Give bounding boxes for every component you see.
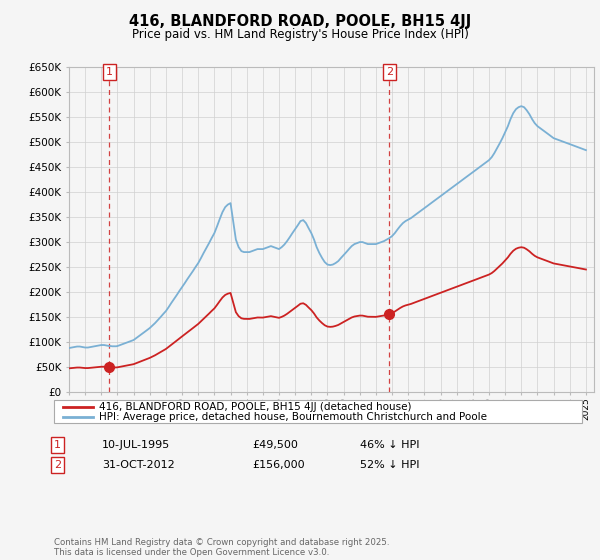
- Text: Contains HM Land Registry data © Crown copyright and database right 2025.
This d: Contains HM Land Registry data © Crown c…: [54, 538, 389, 557]
- Text: HPI: Average price, detached house, Bournemouth Christchurch and Poole: HPI: Average price, detached house, Bour…: [99, 412, 487, 422]
- Text: 416, BLANDFORD ROAD, POOLE, BH15 4JJ: 416, BLANDFORD ROAD, POOLE, BH15 4JJ: [129, 14, 471, 29]
- Text: £49,500: £49,500: [252, 440, 298, 450]
- Text: 1: 1: [54, 440, 61, 450]
- Text: 31-OCT-2012: 31-OCT-2012: [102, 460, 175, 470]
- Text: £156,000: £156,000: [252, 460, 305, 470]
- Text: 2: 2: [54, 460, 61, 470]
- Text: 10-JUL-1995: 10-JUL-1995: [102, 440, 170, 450]
- Text: 416, BLANDFORD ROAD, POOLE, BH15 4JJ (detached house): 416, BLANDFORD ROAD, POOLE, BH15 4JJ (de…: [99, 402, 412, 412]
- Text: Price paid vs. HM Land Registry's House Price Index (HPI): Price paid vs. HM Land Registry's House …: [131, 28, 469, 41]
- Text: 46% ↓ HPI: 46% ↓ HPI: [360, 440, 419, 450]
- Text: 52% ↓ HPI: 52% ↓ HPI: [360, 460, 419, 470]
- Text: 1: 1: [106, 67, 113, 77]
- Text: 2: 2: [386, 67, 393, 77]
